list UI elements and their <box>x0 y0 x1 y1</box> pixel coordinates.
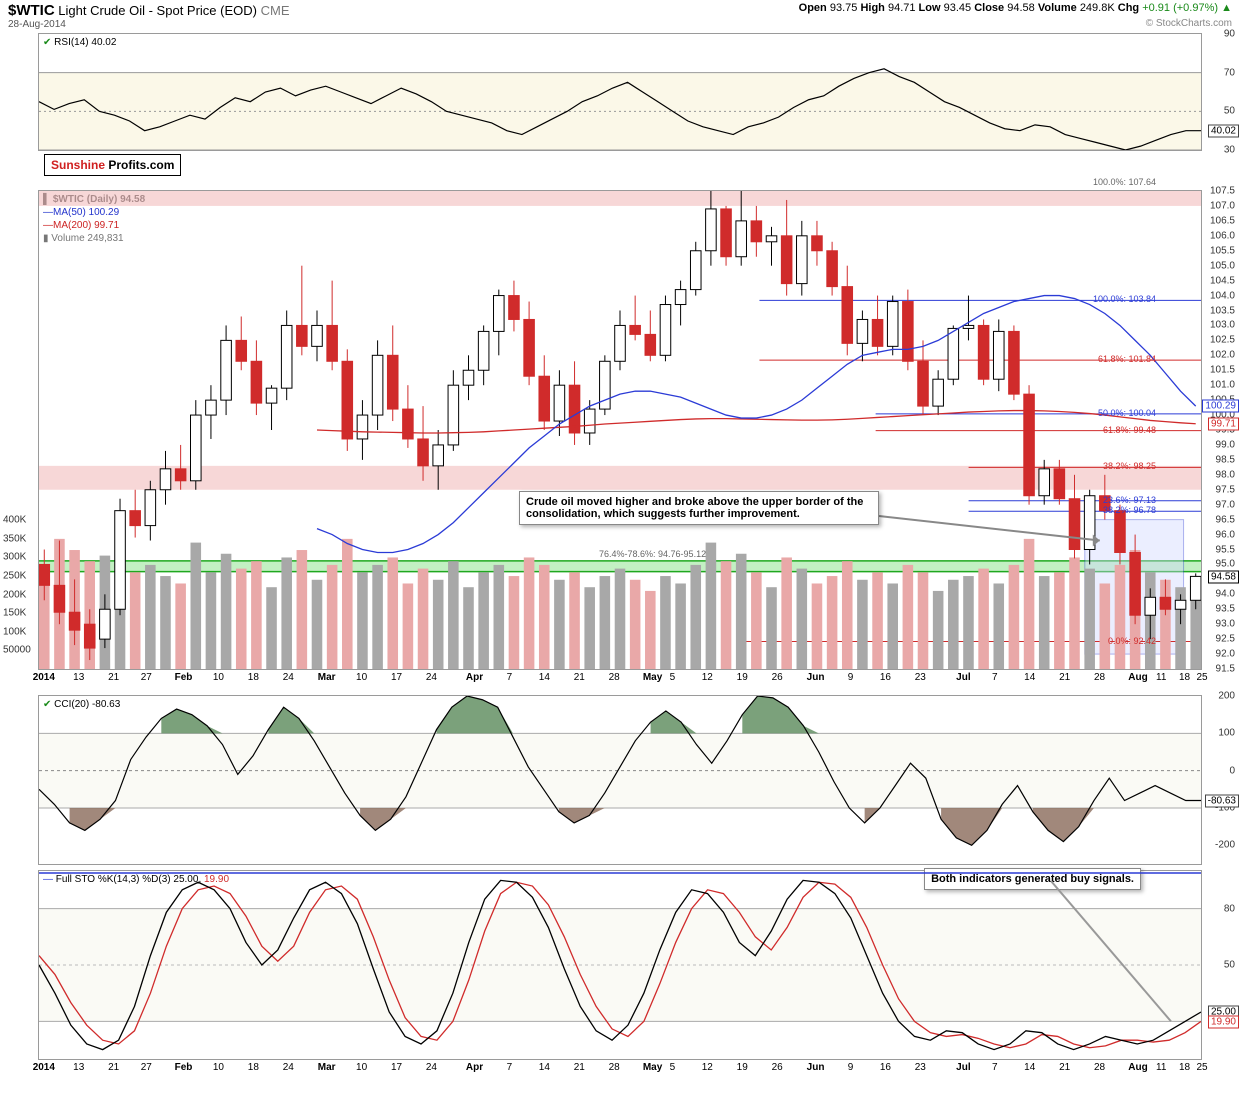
chg-value: +0.91 (+0.97%) <box>1142 2 1218 14</box>
instrument-name: Light Crude Oil - Spot Price (EOD) <box>58 3 257 18</box>
up-arrow-icon: ▲ <box>1221 2 1232 14</box>
rsi-chart <box>39 34 1201 150</box>
exchange: CME <box>261 3 290 18</box>
chart-date: 28-Aug-2014 <box>8 19 1232 30</box>
ohlc-readout: Open 93.75 High 94.71 Low 93.45 Close 94… <box>799 2 1232 14</box>
sto-chart <box>39 871 1201 1059</box>
cci-chart <box>39 696 1201 864</box>
credit: © StockCharts.com <box>1146 18 1232 29</box>
price-chart <box>39 191 1201 669</box>
price-annotation: Crude oil moved higher and broke above t… <box>519 491 879 525</box>
x-axis-bottom: 2014132127Feb101824Mar101724Apr7142128Ma… <box>38 1062 1202 1076</box>
x-axis-main: 2014132127Feb101824Mar101724Apr7142128Ma… <box>38 672 1202 686</box>
stochastic-panel: — Full STO %K(14,3) %D(3) 25.00, 19.90 B… <box>38 870 1202 1060</box>
price-panel: ▌ $WTIC (Daily) 94.58 —MA(50) 100.29 —MA… <box>38 190 1202 670</box>
cci-panel: ✔ CCI(20) -80.63 -200-1000100200-80.63 <box>38 695 1202 865</box>
rsi-panel: ✔ RSI(14) 40.02 3050709040.02 <box>38 33 1202 151</box>
sunshine-profits-badge: Sunshine Profits.com <box>44 154 181 176</box>
symbol: $WTIC <box>8 2 55 19</box>
